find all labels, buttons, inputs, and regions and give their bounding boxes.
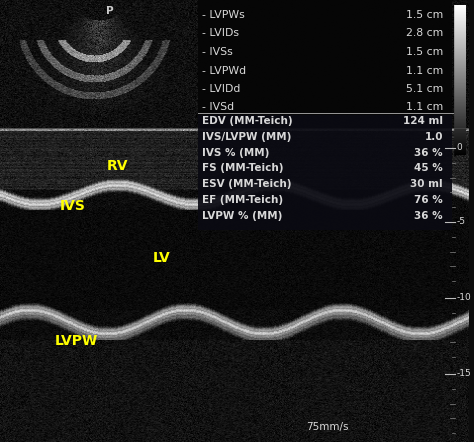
Text: 36 %: 36 % [414, 211, 443, 221]
Text: 5.1 cm: 5.1 cm [406, 84, 443, 94]
Text: - LVPWs: - LVPWs [201, 10, 245, 20]
Text: 124 ml: 124 ml [403, 116, 443, 126]
Text: 1.5 cm: 1.5 cm [406, 10, 443, 20]
Text: - LVIDd: - LVIDd [201, 84, 240, 94]
Text: - IVSd: - IVSd [201, 103, 234, 113]
Text: - LVIDs: - LVIDs [201, 28, 238, 38]
Text: 76 %: 76 % [414, 195, 443, 205]
Text: 45 %: 45 % [414, 164, 443, 173]
Bar [198, 0, 452, 115]
Text: -15: -15 [456, 370, 472, 378]
Text: ESV (MM-Teich): ESV (MM-Teich) [201, 179, 291, 189]
Text: - IVSs: - IVSs [201, 47, 232, 57]
Bar [198, 115, 452, 230]
Text: 75mm/s: 75mm/s [306, 422, 349, 432]
Text: P: P [106, 6, 113, 16]
Text: IVS % (MM): IVS % (MM) [201, 148, 269, 158]
Text: EDV (MM-Teich): EDV (MM-Teich) [201, 116, 292, 126]
Text: - LVPWd: - LVPWd [201, 65, 246, 76]
Text: IVS/LVPW (MM): IVS/LVPW (MM) [201, 132, 291, 142]
Text: RV: RV [107, 159, 128, 173]
Text: 2.8 cm: 2.8 cm [406, 28, 443, 38]
Text: 1.1 cm: 1.1 cm [406, 65, 443, 76]
Text: LVPW % (MM): LVPW % (MM) [201, 211, 282, 221]
Text: -10: -10 [456, 293, 472, 302]
Text: 36 %: 36 % [414, 148, 443, 158]
Text: 1.0: 1.0 [424, 132, 443, 142]
Text: 1.5 cm: 1.5 cm [406, 47, 443, 57]
Text: LVPW: LVPW [55, 334, 98, 348]
Text: -5: -5 [456, 217, 465, 226]
Text: IVS: IVS [59, 199, 85, 213]
Text: FS (MM-Teich): FS (MM-Teich) [201, 164, 283, 173]
Text: EF (MM-Teich): EF (MM-Teich) [201, 195, 283, 205]
Text: 0: 0 [456, 144, 463, 152]
Text: 1.1 cm: 1.1 cm [406, 103, 443, 113]
Text: LV: LV [153, 251, 171, 265]
Text: 30 ml: 30 ml [410, 179, 443, 189]
